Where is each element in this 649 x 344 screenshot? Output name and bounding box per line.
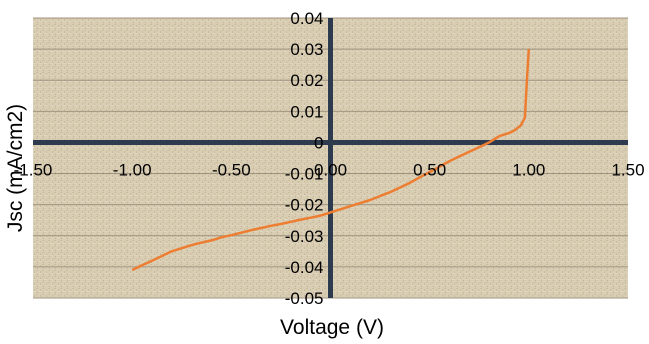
x-tick-label-0: -1.50 xyxy=(14,160,53,179)
y-tick-label-1: 0.03 xyxy=(290,40,323,59)
y-tick-label-4: 0 xyxy=(314,133,323,152)
y-axis-title: Jsc (mA/cm2) xyxy=(4,104,27,232)
x-tick-label-5: 1.00 xyxy=(512,160,545,179)
y-tick-label-5: -0.01 xyxy=(285,165,324,184)
y-tick-label-7: -0.03 xyxy=(285,227,324,246)
x-tick-label-1: -1.00 xyxy=(113,160,152,179)
x-tick-label-6: 1.50 xyxy=(611,160,644,179)
x-tick-label-2: -0.50 xyxy=(212,160,251,179)
y-tick-label-0: 0.04 xyxy=(290,9,323,28)
y-tick-label-8: -0.04 xyxy=(285,258,324,277)
y-tick-label-6: -0.02 xyxy=(285,196,324,215)
y-tick-label-2: 0.02 xyxy=(290,71,323,90)
y-tick-label-9: -0.05 xyxy=(285,289,324,308)
series-line-0 xyxy=(131,49,531,272)
x-axis-title: Voltage (V) xyxy=(280,316,384,339)
y-tick-label-3: 0.01 xyxy=(290,102,323,121)
x-tick-label-4: 0.50 xyxy=(413,160,446,179)
x-tick-label-3: 0.00 xyxy=(314,160,347,179)
